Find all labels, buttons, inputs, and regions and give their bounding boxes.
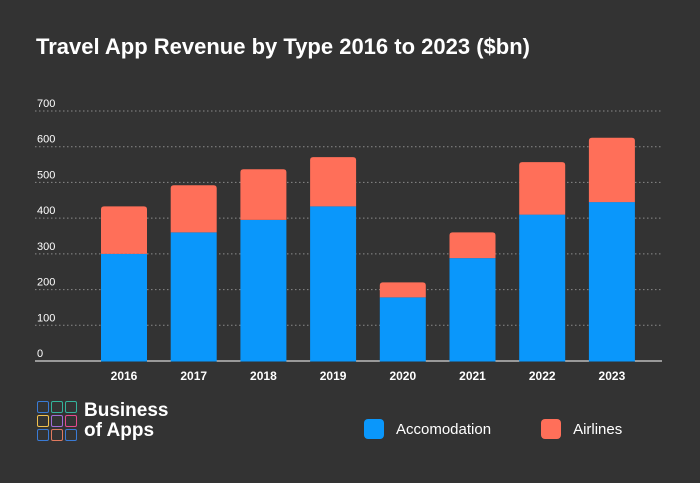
bar-accomodation-2021 bbox=[449, 258, 496, 362]
bar-accomodation-2023 bbox=[588, 202, 635, 362]
bar-airlines-2022 bbox=[519, 162, 566, 215]
logo-grid-square bbox=[65, 401, 77, 413]
bar-airlines-2023 bbox=[588, 137, 635, 203]
bar-airlines-2016 bbox=[101, 206, 147, 254]
y-tick-label: 700 bbox=[37, 98, 55, 110]
logo-grid-square bbox=[65, 429, 77, 441]
logo-text: Business of Apps bbox=[84, 401, 168, 441]
bar-airlines-2020 bbox=[379, 282, 426, 298]
logo-line-1: Business bbox=[84, 400, 169, 421]
logo-grid-icon bbox=[37, 401, 77, 441]
bar-accomodation-2016 bbox=[101, 253, 147, 362]
bar-accomodation-2019 bbox=[310, 206, 357, 362]
y-tick-label: 600 bbox=[37, 134, 55, 146]
y-tick-label: 200 bbox=[37, 277, 55, 289]
legend-label-accomodation: Accomodation bbox=[396, 420, 492, 438]
bar-accomodation-2018 bbox=[240, 219, 287, 362]
bar-accomodation-2022 bbox=[519, 214, 566, 362]
x-tick-label: 2020 bbox=[389, 369, 416, 383]
x-tick-label: 2016 bbox=[111, 369, 138, 383]
chart-title: Travel App Revenue by Type 2016 to 2023 … bbox=[36, 34, 530, 59]
legend-item-airlines: Airlines bbox=[541, 419, 622, 439]
bar-airlines-2019 bbox=[310, 157, 357, 207]
chart-legend: Accomodation Airlines bbox=[364, 419, 622, 439]
bar-accomodation-2020 bbox=[379, 297, 426, 362]
logo-grid-square bbox=[37, 415, 49, 427]
logo-grid-square bbox=[37, 429, 49, 441]
legend-label-airlines: Airlines bbox=[573, 420, 623, 438]
bar-airlines-2017 bbox=[170, 185, 217, 233]
bar-accomodation-2017 bbox=[170, 232, 217, 362]
legend-item-accomodation: Accomodation bbox=[364, 419, 491, 439]
logo-grid-square bbox=[51, 429, 63, 441]
business-of-apps-logo[interactable]: Business of Apps bbox=[37, 401, 168, 441]
bar-airlines-2018 bbox=[240, 169, 287, 220]
logo-grid-square bbox=[51, 415, 63, 427]
y-tick-label: 300 bbox=[37, 241, 55, 253]
bar-airlines-2021 bbox=[449, 232, 496, 259]
logo-grid-square bbox=[37, 401, 49, 413]
x-tick-label: 2022 bbox=[529, 369, 556, 383]
legend-swatch-airlines bbox=[541, 419, 562, 439]
logo-grid-square bbox=[51, 401, 63, 413]
x-tick-label: 2019 bbox=[320, 369, 347, 383]
y-tick-label: 500 bbox=[37, 169, 55, 181]
x-tick-label: 2021 bbox=[459, 369, 486, 383]
y-tick-label: 100 bbox=[37, 312, 55, 324]
x-tick-label: 2017 bbox=[180, 369, 207, 383]
legend-swatch-accomodation bbox=[364, 419, 384, 439]
logo-line-2: of Apps bbox=[84, 420, 155, 441]
logo-grid-square bbox=[65, 415, 77, 427]
y-tick-label: 0 bbox=[37, 348, 43, 360]
x-tick-label: 2018 bbox=[250, 369, 277, 383]
y-tick-label: 400 bbox=[37, 205, 55, 217]
x-tick-label: 2023 bbox=[599, 369, 626, 383]
